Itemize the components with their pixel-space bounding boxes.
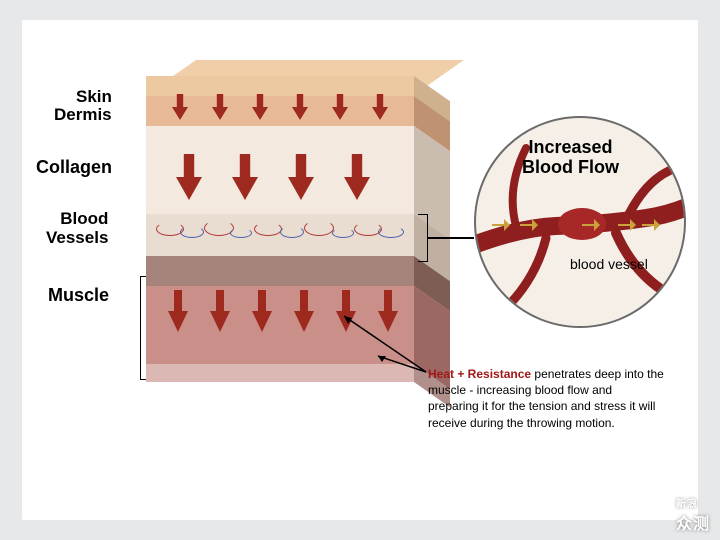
flow-arrow-icon [642,218,660,236]
annotation-text: Heat + Resistance penetrates deep into t… [428,366,664,431]
heat-arrow-icon [378,290,398,337]
heat-arrow-icon [168,290,188,337]
skin-cross-section [146,76,414,388]
heat-arrow-icon [292,94,308,125]
heat-arrow-icon [252,290,272,337]
flow-arrow-icon [520,218,538,236]
watermark-big: 众测 [676,516,710,533]
heat-arrow-icon [232,154,258,205]
heat-arrow-icon [172,94,188,125]
label-vessels: Blood Vessels [46,210,108,247]
heat-arrow-icon [212,94,228,125]
vessel-squiggle [180,226,204,238]
label-collagen: Collagen [36,158,112,178]
heat-arrow-icon [344,154,370,205]
connector-line [428,237,474,239]
heat-arrow-icon [210,290,230,337]
flow-arrow-icon [618,218,636,236]
layer-skin-top [146,76,414,96]
flow-arrow-icon [492,218,510,236]
vessel-squiggle [230,228,252,238]
heat-arrow-icon [252,94,268,125]
diagram-canvas: Skin Dermis Collagen Blood Vessels Muscl… [22,20,698,520]
vessel-squiggle [378,226,404,238]
heat-arrow-icon [294,290,314,337]
circle-title: Increased Blood Flow [522,138,619,178]
bracket-vessels [418,214,428,262]
heat-arrow-icon [288,154,314,205]
annotation-bold: Heat + Resistance [428,367,531,381]
heat-arrow-icon [372,94,388,125]
circle-sublabel: blood vessel [570,256,648,272]
watermark: 新浪 众测 [676,500,710,534]
heat-arrow-icon [332,94,348,125]
layer-muscle-base [146,364,414,382]
watermark-small: 新浪 [676,500,710,510]
heat-arrow-icon [176,154,202,205]
layer-muscle-top [146,256,414,286]
label-dermis: Dermis [54,106,112,125]
vessel-squiggle [254,222,282,236]
flow-arrow-icon [582,218,600,236]
label-skin: Skin [76,88,112,107]
heat-arrow-icon [336,290,356,337]
vessel-squiggle [304,220,334,236]
vessel-squiggle [332,228,354,238]
vessel-squiggle [280,226,304,238]
label-muscle: Muscle [48,286,109,306]
